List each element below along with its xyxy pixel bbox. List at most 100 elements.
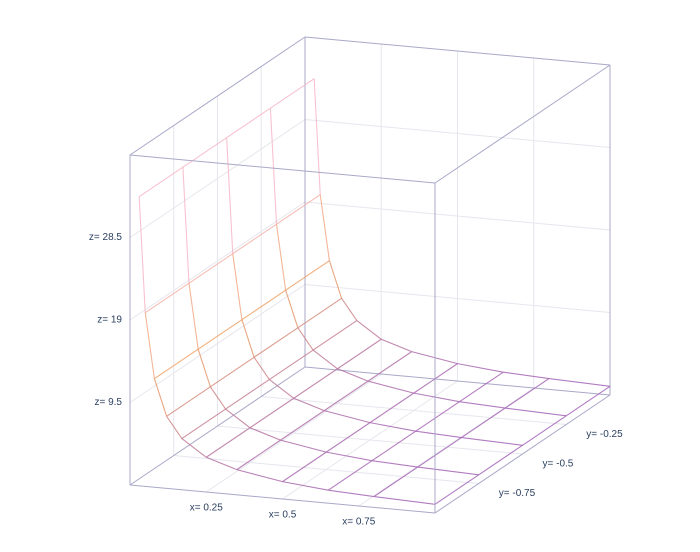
surface-line <box>325 422 371 453</box>
surface-line <box>282 481 329 491</box>
y-tick-label: y= -0.25 <box>586 429 623 440</box>
surface-line <box>457 363 504 373</box>
surface-line <box>505 407 567 417</box>
surface-line <box>373 466 419 498</box>
surface-line <box>413 392 460 403</box>
surface-line <box>144 312 155 379</box>
surface-line <box>417 466 479 476</box>
surface-line <box>369 422 416 432</box>
surface-line <box>459 401 506 409</box>
surface-line <box>459 371 504 403</box>
surface-line <box>226 107 271 139</box>
surface-line <box>197 349 211 387</box>
surface-line <box>461 407 506 439</box>
box-edge <box>129 366 306 486</box>
surface-line <box>205 427 251 458</box>
grid-line <box>217 425 523 455</box>
z-tick-label: z= 28.5 <box>89 232 123 243</box>
surface-line <box>285 260 330 291</box>
surface-line <box>367 380 414 394</box>
surface-line <box>270 78 315 109</box>
surface-line <box>269 349 314 380</box>
surface-line <box>188 253 234 284</box>
surface-line <box>249 427 281 441</box>
surface-line <box>373 495 436 505</box>
surface-line <box>312 320 358 351</box>
surface-line <box>166 386 211 417</box>
surface-line <box>206 456 237 471</box>
surface-line <box>565 385 611 417</box>
box-edge <box>434 394 611 514</box>
surface-line <box>232 253 243 320</box>
surface-line <box>327 460 373 491</box>
surface-line <box>337 368 369 382</box>
surface-line <box>181 438 207 458</box>
surface-line <box>313 78 321 195</box>
surface-line <box>182 167 190 284</box>
surface-line <box>280 439 327 453</box>
surface-line <box>319 194 330 261</box>
box-edge <box>129 484 436 514</box>
surface-line <box>326 451 373 462</box>
surface-line <box>356 320 382 340</box>
surface-line <box>371 460 418 468</box>
surface-line <box>369 392 415 424</box>
box-edge <box>304 366 611 396</box>
surface-line <box>144 282 190 314</box>
surface-line <box>182 137 227 168</box>
surface-line <box>276 194 321 225</box>
surface-line <box>275 224 287 291</box>
box-edge <box>434 64 611 184</box>
surface-line <box>188 283 199 350</box>
surface-line <box>415 430 462 439</box>
z-tick-label: z= 9.5 <box>94 397 122 408</box>
surface-line <box>181 408 226 439</box>
grid-line <box>304 119 611 148</box>
surface-line <box>269 108 278 225</box>
surface-line <box>478 444 523 476</box>
surface-line <box>138 196 146 313</box>
surface-line <box>249 397 295 429</box>
surface-line <box>367 351 413 382</box>
surface-line <box>285 290 299 328</box>
grid-line <box>304 201 611 231</box>
surface-line <box>236 469 283 483</box>
surface-line <box>138 166 184 198</box>
grid-line <box>129 119 306 238</box>
surface-line <box>417 437 462 468</box>
x-tick-label: x= 0.5 <box>269 510 297 521</box>
surface-line <box>253 327 299 358</box>
surface-line <box>269 379 295 399</box>
grid-line <box>304 284 611 313</box>
box-edge <box>304 36 611 66</box>
surface-line <box>522 415 567 446</box>
surface-line <box>241 319 255 358</box>
surface-line <box>504 378 550 409</box>
surface-line <box>312 349 338 370</box>
surface-line <box>226 137 234 254</box>
surface-line <box>461 436 523 446</box>
surface-line <box>166 415 183 439</box>
surface-line <box>434 474 480 505</box>
box-edge <box>129 36 306 156</box>
surface-line <box>282 451 327 483</box>
surface-line <box>324 410 371 424</box>
surface-line <box>341 297 358 321</box>
grid-line <box>129 284 306 403</box>
surface-line <box>371 430 417 462</box>
y-tick-label: y= -0.5 <box>543 459 574 470</box>
y-tick-label: y= -0.75 <box>499 488 536 499</box>
surface-line <box>328 260 343 299</box>
surface-line <box>153 378 168 417</box>
box-edge <box>129 154 436 184</box>
surface-line <box>241 289 286 321</box>
surface-line <box>323 380 369 412</box>
surface-line <box>415 401 460 432</box>
surface-line <box>280 410 325 441</box>
surface-line <box>297 327 314 351</box>
surface-line <box>225 408 251 429</box>
surface-line <box>328 489 375 498</box>
surface-line <box>381 338 412 353</box>
surface-line <box>413 363 458 394</box>
surface-line <box>337 338 382 370</box>
